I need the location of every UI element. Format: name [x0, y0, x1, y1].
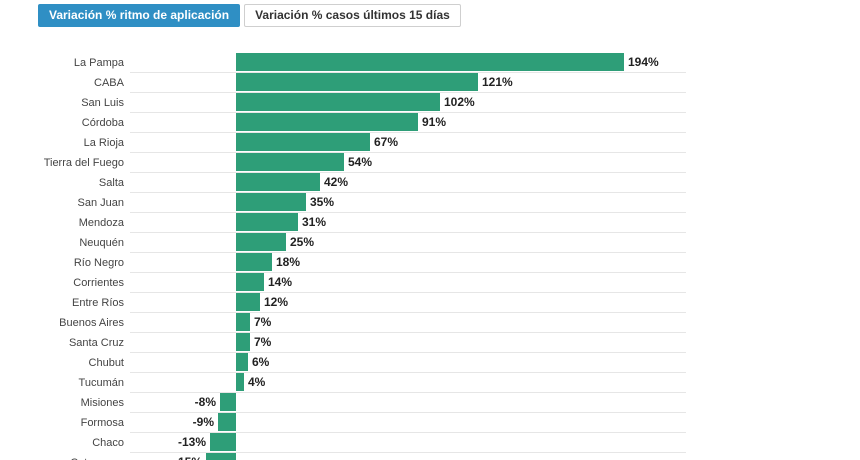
value-label: 14%: [268, 275, 292, 289]
value-label: -9%: [193, 415, 215, 429]
category-label: Chaco: [92, 437, 124, 449]
value-label: 54%: [348, 155, 372, 169]
value-label: 102%: [444, 95, 475, 109]
category-label: Córdoba: [82, 117, 125, 129]
value-label: 91%: [422, 115, 446, 129]
category-label: Catamarca: [70, 457, 125, 460]
bar: [206, 453, 236, 460]
bar: [236, 133, 370, 151]
tab-casos-15-dias[interactable]: Variación % casos últimos 15 días: [244, 4, 461, 27]
value-label: 7%: [254, 335, 272, 349]
value-label: 4%: [248, 375, 266, 389]
bar: [220, 393, 236, 411]
bar: [236, 293, 260, 311]
bar: [236, 373, 244, 391]
category-label: Misiones: [81, 397, 125, 409]
bar: [236, 313, 250, 331]
value-label: 18%: [276, 255, 300, 269]
category-label: Río Negro: [74, 257, 124, 269]
value-label: -8%: [195, 395, 217, 409]
value-label: -15%: [174, 455, 202, 460]
tab-ritmo-aplicacion[interactable]: Variación % ritmo de aplicación: [38, 4, 241, 27]
value-label: 194%: [628, 55, 659, 69]
category-label: Chubut: [89, 357, 124, 369]
bar: [236, 273, 264, 291]
value-label: 25%: [290, 235, 314, 249]
category-label: San Luis: [81, 97, 124, 109]
bar: [236, 93, 440, 111]
value-label: 12%: [264, 295, 288, 309]
category-label: Santa Cruz: [69, 337, 124, 349]
bar: [236, 173, 320, 191]
bar: [236, 113, 418, 131]
bar: [210, 433, 236, 451]
bar: [218, 413, 236, 431]
value-label: 67%: [374, 135, 398, 149]
category-label: Formosa: [81, 417, 125, 429]
category-label: La Pampa: [74, 57, 125, 69]
bar: [236, 213, 298, 231]
bar: [236, 233, 286, 251]
bar: [236, 353, 248, 371]
value-label: 6%: [252, 355, 270, 369]
category-label: CABA: [94, 77, 125, 89]
value-label: -13%: [178, 435, 206, 449]
bar: [236, 153, 344, 171]
category-label: Mendoza: [79, 217, 125, 229]
value-label: 35%: [310, 195, 334, 209]
category-label: Buenos Aires: [59, 317, 124, 329]
bar: [236, 333, 250, 351]
bar: [236, 73, 478, 91]
category-label: San Juan: [78, 197, 124, 209]
category-label: Tierra del Fuego: [44, 157, 124, 169]
value-label: 31%: [302, 215, 326, 229]
category-label: Tucumán: [79, 377, 124, 389]
bar: [236, 253, 272, 271]
bar: [236, 193, 306, 211]
category-label: Entre Ríos: [72, 297, 124, 309]
value-label: 7%: [254, 315, 272, 329]
bar: [236, 53, 624, 71]
category-label: Corrientes: [73, 277, 124, 289]
value-label: 121%: [482, 75, 513, 89]
value-label: 42%: [324, 175, 348, 189]
category-label: Neuquén: [79, 237, 124, 249]
tab-bar: Variación % ritmo de aplicación Variació…: [38, 4, 461, 27]
category-label: Salta: [99, 177, 125, 189]
category-label: La Rioja: [84, 137, 125, 149]
